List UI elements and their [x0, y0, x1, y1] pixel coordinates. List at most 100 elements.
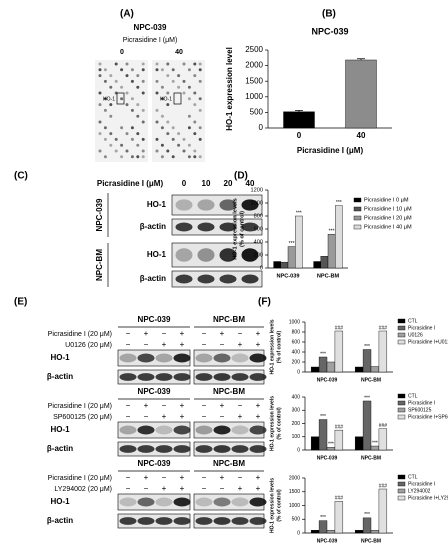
legend-swatch — [397, 318, 406, 324]
band — [195, 497, 213, 507]
significance-label: *** — [336, 200, 342, 206]
array-spot — [193, 62, 197, 66]
treatment-sign: − — [202, 401, 207, 410]
array-spot — [136, 155, 140, 159]
legend-label: Picrasidine I 10 μM — [364, 206, 412, 212]
array-spot — [141, 120, 145, 124]
significance-label: *** — [372, 440, 378, 446]
array-spot — [171, 155, 175, 159]
band — [213, 373, 231, 381]
y-tick-label: 200 — [254, 252, 263, 258]
array-spot — [166, 74, 170, 78]
array-spot — [182, 62, 186, 66]
array-spot — [166, 149, 170, 153]
band-label: HO-1 — [50, 353, 70, 362]
band — [213, 425, 231, 435]
legend-swatch — [397, 332, 406, 338]
treatment-label: SP600125 (20 μM) — [53, 414, 112, 421]
bar — [362, 349, 372, 373]
band — [249, 353, 267, 363]
y-tick-label: 600 — [254, 226, 263, 232]
lane-dose: 20 — [224, 179, 233, 188]
treatment-label: Picrasidine I (20 μM) — [48, 331, 112, 338]
band — [119, 353, 137, 363]
significance-label: *** — [364, 512, 370, 518]
array-spot — [187, 85, 191, 89]
bar — [280, 261, 289, 269]
array-spot — [177, 85, 181, 89]
legend-label: CTL — [408, 318, 418, 324]
treatment-sign: + — [144, 473, 149, 482]
treatment-sign: − — [126, 401, 131, 410]
band — [175, 222, 193, 232]
array-spot — [193, 74, 197, 78]
lane-dose: 10 — [202, 179, 211, 188]
band — [173, 425, 191, 435]
array-spot — [114, 62, 118, 66]
array-spot — [177, 74, 181, 78]
array-spot — [130, 97, 134, 101]
band — [155, 353, 173, 363]
treatment-sign: − — [162, 401, 167, 410]
x-tick-label: NPC-BM — [361, 538, 381, 544]
bar — [326, 447, 336, 451]
array-spot — [166, 103, 170, 107]
array-spot — [109, 114, 113, 118]
array-spot — [177, 143, 181, 147]
bar — [370, 530, 380, 534]
array-spot — [171, 126, 175, 130]
array-spot — [171, 68, 175, 72]
band — [155, 445, 173, 453]
array-spot — [130, 126, 134, 130]
error-bar — [357, 58, 365, 60]
array-spot — [136, 74, 140, 78]
array-spot — [120, 155, 124, 159]
treatment-sign: + — [256, 473, 261, 482]
y-tick-label: 0 — [260, 265, 263, 271]
legend-swatch — [353, 224, 362, 230]
band — [219, 248, 237, 262]
band — [173, 517, 191, 525]
y-axis-label: (% of control) — [276, 407, 282, 440]
y-tick-label: 1000 — [245, 92, 263, 101]
treatment-label: LY294002 (20 μM) — [54, 486, 112, 493]
band — [213, 497, 231, 507]
array-spot — [120, 85, 124, 89]
bar — [335, 205, 343, 269]
y-tick-label: 1000 — [289, 503, 300, 509]
treatment-sign: − — [238, 329, 243, 338]
significance-label: *** — [289, 241, 295, 247]
band — [119, 445, 137, 453]
legend-label: Picrasidine I — [408, 400, 435, 406]
band — [231, 445, 249, 453]
treatment-sign: + — [256, 329, 261, 338]
x-tick-label: NPC-039 — [317, 455, 338, 461]
band — [249, 445, 267, 453]
band — [119, 373, 137, 381]
treatment-sign: + — [220, 473, 225, 482]
array-spot — [141, 108, 145, 112]
legend-swatch — [353, 206, 362, 212]
lane-dose: 0 — [182, 179, 187, 188]
treatment-sign: − — [126, 473, 131, 482]
band — [197, 248, 215, 262]
array-spot — [125, 149, 129, 153]
treatment-sign: + — [162, 412, 167, 421]
array-spot — [198, 126, 202, 130]
x-tick-label: NPC-BM — [361, 455, 381, 461]
cell-line-header: NPC-BM — [213, 315, 245, 324]
treatment-sign: + — [144, 401, 149, 410]
y-tick-label: 200 — [292, 359, 301, 365]
array-spot — [103, 155, 107, 159]
y-axis-label: HO-1 expression levels — [269, 319, 275, 374]
array-spot — [109, 103, 113, 107]
array-spot — [98, 91, 102, 95]
array-spot — [136, 132, 140, 136]
legend-label: CTL — [408, 393, 418, 399]
y-tick-label: 2500 — [245, 45, 263, 54]
array-spot — [182, 137, 186, 141]
array-spot — [155, 91, 159, 95]
array-spot — [155, 62, 159, 66]
band — [231, 353, 249, 363]
treatment-sign: − — [238, 473, 243, 482]
